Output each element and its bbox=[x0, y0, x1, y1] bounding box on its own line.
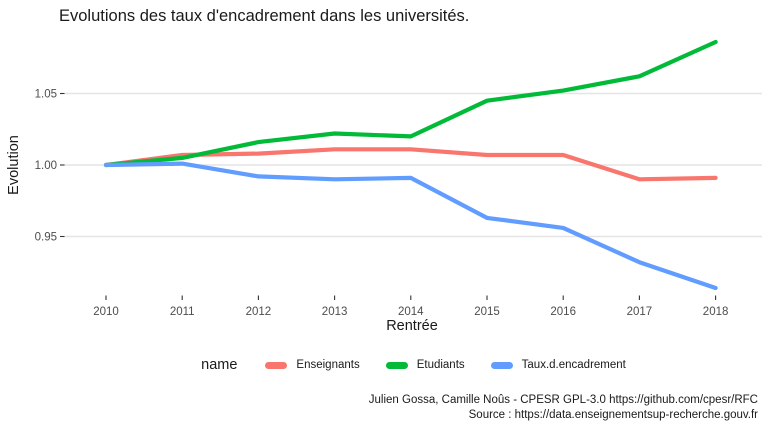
chart-title: Evolutions des taux d'encadrement dans l… bbox=[59, 7, 470, 25]
x-tick-label: 2014 bbox=[398, 306, 424, 318]
legend: name Enseignants Etudiants Taux.d.encadr… bbox=[65, 354, 762, 376]
legend-label: Enseignants bbox=[296, 359, 360, 371]
y-tick-label: 1.05 bbox=[35, 89, 57, 101]
x-tick-label: 2017 bbox=[627, 306, 653, 318]
series-line-taux-d-encadrement bbox=[103, 161, 718, 291]
y-tick-label: 0.95 bbox=[35, 232, 57, 244]
legend-item-taux-d-encadrement: Taux.d.encadrement bbox=[490, 359, 626, 371]
legend-item-etudiants: Etudiants bbox=[385, 359, 465, 371]
y-tick-label: 1.00 bbox=[35, 160, 57, 172]
caption: Julien Gossa, Camille Noûs - CPESR GPL-3… bbox=[369, 393, 758, 422]
legend-swatch-taux-d-encadrement bbox=[490, 361, 513, 369]
x-tick-label: 2016 bbox=[550, 306, 576, 318]
legend-title: name bbox=[201, 357, 238, 373]
legend-label: Etudiants bbox=[416, 359, 465, 371]
legend-swatch-etudiants bbox=[385, 361, 408, 369]
x-tick-label: 2012 bbox=[246, 306, 272, 318]
x-tick-label: 2013 bbox=[322, 306, 348, 318]
x-tick-label: 2015 bbox=[474, 306, 500, 318]
x-tick-label: 2018 bbox=[703, 306, 729, 318]
caption-line-1: Julien Gossa, Camille Noûs - CPESR GPL-3… bbox=[368, 394, 758, 406]
legend-swatch-enseignants bbox=[265, 361, 288, 369]
series-line-etudiants bbox=[103, 39, 718, 168]
caption-line-2: Source : https://data.enseignementsup-re… bbox=[468, 408, 758, 421]
x-tick-label: 2010 bbox=[93, 306, 119, 318]
x-axis-title: Rentrée bbox=[386, 318, 438, 334]
legend-label: Taux.d.encadrement bbox=[521, 359, 626, 371]
line-chart: 0.95 1.00 1.05 2010 2011 2012 2013 2014 2015 2016… bbox=[35, 39, 762, 318]
x-tick-label: 2011 bbox=[170, 306, 195, 318]
legend-item-enseignants: Enseignants bbox=[265, 359, 360, 371]
